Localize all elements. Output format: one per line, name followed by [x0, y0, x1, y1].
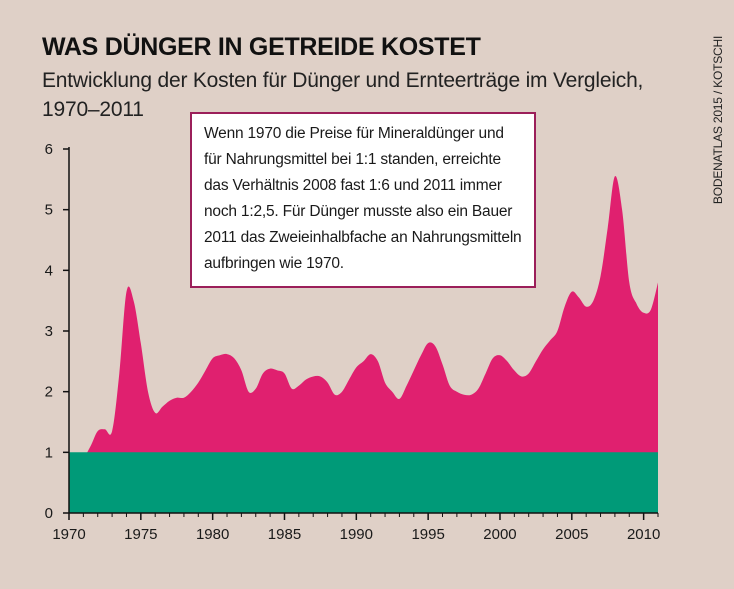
x-tick-label: 1990 [340, 526, 373, 543]
ratio-area [69, 175, 658, 513]
x-tick-label: 1980 [196, 526, 229, 543]
y-tick-label: 0 [45, 505, 53, 522]
y-tick-label: 4 [45, 262, 53, 279]
plot-areas [69, 175, 658, 513]
chart-title: WAS DÜNGER IN GETREIDE KOSTET [42, 33, 481, 61]
x-tick-label: 1970 [52, 526, 85, 543]
x-tick-label: 2000 [483, 526, 516, 543]
annotation-box: Wenn 1970 die Preise für Mineraldünger u… [190, 112, 536, 288]
y-tick-label: 2 [45, 384, 53, 401]
x-tick-label: 2005 [555, 526, 588, 543]
x-tick-label: 1995 [411, 526, 444, 543]
ticks: 0 1 2 3 4 5 6 1970 1975 1980 1985 1990 1995 2000 2005 2… [45, 141, 661, 543]
y-tick-label: 1 [45, 444, 53, 461]
y-tick-label: 6 [45, 141, 53, 158]
y-tick-label: 5 [45, 202, 53, 219]
x-tick-label: 1975 [124, 526, 157, 543]
y-tick-label: 3 [45, 323, 53, 340]
chart-subtitle: Entwicklung der Kosten für Dünger und Er… [42, 69, 644, 121]
x-tick-label: 2010 [627, 526, 660, 543]
x-tick-label: 1985 [268, 526, 301, 543]
baseline-area [69, 452, 658, 513]
